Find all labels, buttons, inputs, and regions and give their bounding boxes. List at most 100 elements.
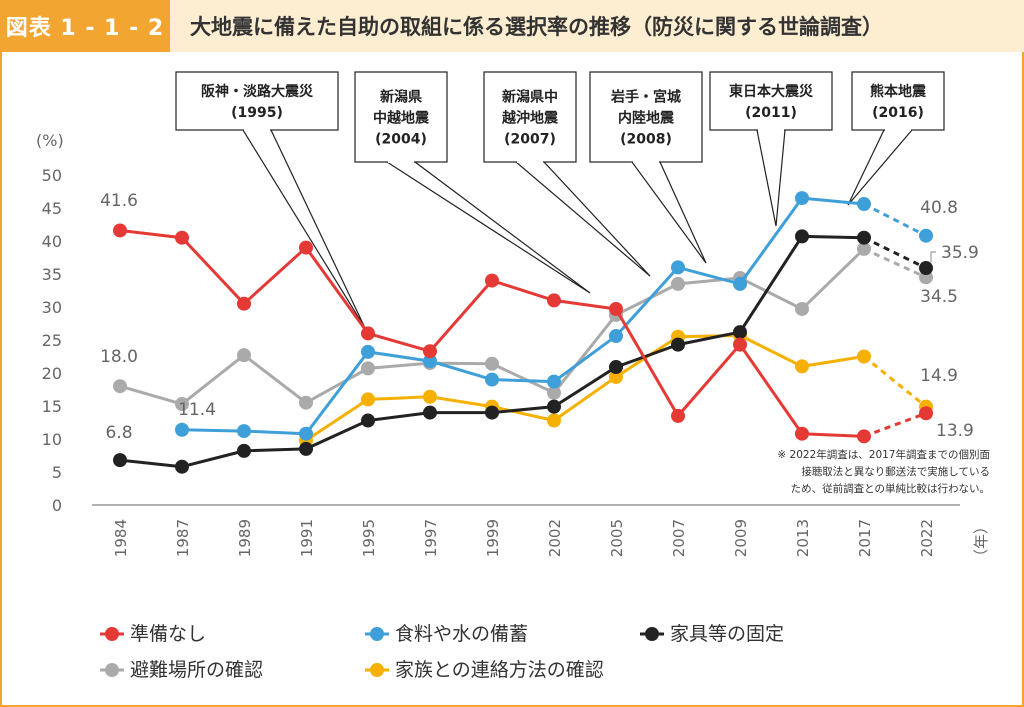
legend-marker (105, 663, 119, 677)
callout-box (483, 71, 577, 163)
data-point (857, 241, 871, 256)
data-label: 13.9 (936, 421, 974, 441)
data-point (671, 337, 685, 352)
x-axis-unit-label: （年） (972, 519, 990, 564)
legend-item: 食料や水の備蓄 (365, 623, 528, 645)
legend-label: 食料や水の備蓄 (395, 623, 528, 645)
callout-text: (2007) (504, 132, 556, 148)
y-tick-label: 45 (42, 199, 62, 218)
x-tick-label: 2009 (732, 519, 750, 557)
data-label: 6.8 (105, 423, 132, 443)
series-3 (113, 241, 933, 412)
data-point (361, 344, 375, 359)
callout-pointer (241, 129, 366, 329)
series-1 (175, 191, 933, 441)
data-point (485, 372, 499, 387)
data-point (361, 361, 375, 376)
x-tick-label: 1991 (298, 519, 316, 557)
data-point (361, 413, 375, 428)
data-point (733, 337, 747, 352)
callout-box (709, 71, 833, 131)
data-point (237, 348, 251, 363)
data-point (795, 359, 809, 374)
data-point (609, 329, 623, 344)
legend-marker (370, 663, 384, 677)
survey-note: ※ 2022年調査は、2017年調査までの個別面接聴取法と異なり郵送法で実施して… (777, 448, 990, 495)
data-labels: 41.6 18.0 11.4 6.8 40.8 35.9 34.5 14.9 13.9 (100, 191, 979, 443)
x-tick-label: 2017 (856, 519, 874, 557)
callout-text: 新潟県 (380, 89, 422, 106)
legend-item: 家具等の固定 (640, 623, 784, 645)
callout-pointer (756, 129, 786, 227)
note-line: ため、従前調査との単純比較は行わない。 (791, 482, 990, 495)
data-point (547, 293, 561, 308)
data-point (237, 424, 251, 439)
series-dashed-segment (863, 247, 927, 279)
callout-pointer (847, 129, 914, 206)
series-4 (299, 328, 933, 448)
data-point (485, 356, 499, 371)
data-point (857, 349, 871, 364)
callout-box (851, 71, 945, 131)
x-tick-label: 2005 (608, 519, 626, 557)
figure-number-badge: 図表 1 - 1 - 2 (0, 0, 170, 52)
data-point (609, 369, 623, 384)
data-point (733, 325, 747, 340)
data-point (175, 230, 189, 245)
data-point (919, 228, 933, 243)
y-tick-label: 50 (42, 166, 62, 185)
data-point (175, 397, 189, 412)
callout-text: 新潟県中 (502, 89, 558, 106)
data-point (857, 197, 871, 212)
data-point (299, 240, 313, 255)
callout-text: (2016) (872, 105, 924, 121)
x-tick-label: 1987 (174, 519, 192, 557)
series-dashed-segment (863, 411, 927, 438)
data-point (609, 301, 623, 316)
x-tick-label: 1984 (112, 519, 130, 557)
data-point (671, 260, 685, 275)
data-point (547, 385, 561, 400)
data-point (361, 326, 375, 341)
annotation-callout: 阪神・淡路大震災 (1995) (175, 71, 366, 329)
y-tick-label: 10 (42, 430, 62, 449)
series-line (305, 333, 865, 442)
data-point (423, 405, 437, 420)
data-point (423, 354, 437, 369)
data-label: 40.8 (920, 198, 958, 218)
x-tick-label: 2002 (546, 519, 564, 557)
y-tick-label: 40 (42, 232, 62, 251)
data-point (361, 392, 375, 407)
data-point (919, 406, 933, 421)
x-tick-label: 1999 (484, 519, 502, 557)
callout-text: 岩手・宮城 (610, 89, 681, 106)
chart-axes: (%) 0 5 10 15 20 25 30 35 40 45 50 1984 1987 1989 1991 1… (36, 131, 990, 564)
figure-header: 図表 1 - 1 - 2 大地震に備えた自助の取組に係る選択率の推移（防災に関す… (0, 0, 1024, 52)
label-bracket (930, 251, 936, 262)
callout-text: 東日本大震災 (729, 83, 814, 100)
callout-box (175, 71, 339, 131)
legend-label: 家族との連絡方法の確認 (395, 659, 604, 681)
series-dashed-segment (863, 355, 927, 408)
data-label: 34.5 (920, 287, 958, 307)
data-point (237, 443, 251, 458)
data-point (671, 276, 685, 291)
legend-label: 家具等の固定 (670, 623, 784, 645)
legend-marker (645, 627, 659, 641)
y-tick-label: 25 (42, 331, 62, 350)
data-label: 18.0 (100, 347, 138, 367)
data-point (175, 422, 189, 437)
callout-text: 阪神・淡路大震災 (201, 83, 314, 100)
callout-text: (2008) (620, 132, 672, 148)
data-point (733, 276, 747, 291)
data-point (175, 459, 189, 474)
x-tick-label: 1995 (360, 519, 378, 557)
x-tick-label: 1997 (422, 519, 440, 557)
data-label: 35.9 (941, 243, 979, 263)
data-point (671, 408, 685, 423)
data-point (547, 374, 561, 389)
callout-pointer (630, 161, 707, 264)
data-point (547, 399, 561, 414)
legend-marker (105, 627, 119, 641)
